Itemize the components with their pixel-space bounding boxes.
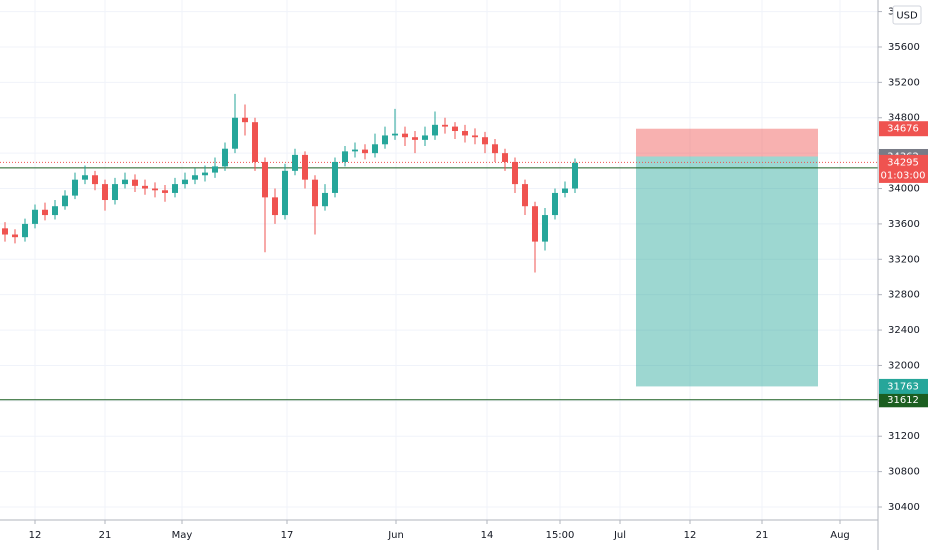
x-tick-label: 15:00: [546, 530, 575, 541]
candle-body: [282, 170, 288, 216]
target-zone: [636, 156, 818, 387]
candle-body: [562, 188, 568, 193]
candle-body: [372, 144, 378, 154]
candle-body: [122, 179, 128, 185]
stop-zone: [636, 128, 818, 157]
candle-body: [352, 149, 358, 152]
candle-body: [162, 190, 168, 193]
candle-body: [152, 188, 158, 191]
y-tick-label: 32000: [888, 360, 920, 371]
candle-body: [192, 175, 198, 180]
price-label: 31763: [887, 381, 919, 392]
candle-body: [252, 122, 258, 162]
candle-body: [382, 135, 388, 145]
price-label-box: [879, 121, 928, 137]
price-label: 34295: [887, 157, 919, 168]
candle-body: [432, 124, 438, 136]
x-tick-label: 17: [281, 530, 294, 541]
candle-body: [2, 228, 8, 235]
candle-body: [52, 206, 58, 216]
candle-body: [42, 209, 48, 216]
candle-body: [92, 175, 98, 185]
candle-body: [212, 166, 218, 173]
candle-body: [82, 175, 88, 180]
candle-body: [422, 135, 428, 140]
x-tick-label: May: [172, 530, 193, 541]
candle-body: [62, 195, 68, 207]
y-tick-label: 34800: [888, 113, 920, 124]
candle-body: [112, 184, 118, 201]
x-tick-label: 12: [684, 530, 697, 541]
candle-body: [22, 223, 28, 238]
candle-body: [242, 117, 248, 123]
x-tick-label: Aug: [830, 530, 850, 541]
candle-body: [542, 215, 548, 242]
candle-body: [302, 154, 308, 180]
candle-body: [142, 185, 148, 189]
candle-body: [12, 234, 18, 238]
candle-body: [492, 144, 498, 154]
x-tick-label: 14: [481, 530, 494, 541]
y-tick-label: 33200: [888, 254, 920, 265]
candle-body: [362, 149, 368, 154]
candle-body: [32, 209, 38, 224]
currency-box[interactable]: [892, 5, 922, 25]
y-tick-label: 35200: [888, 77, 920, 88]
candle-body: [532, 206, 538, 242]
candle-body: [522, 184, 528, 207]
candle-body: [232, 117, 238, 149]
candle-body: [312, 179, 318, 207]
y-tick-label: 30800: [888, 467, 920, 478]
x-tick-label: 21: [99, 530, 112, 541]
candle-body: [102, 184, 108, 201]
candle-body: [332, 161, 338, 193]
candle-body: [172, 184, 178, 193]
candle-body: [392, 133, 398, 136]
candle-body: [202, 172, 208, 176]
candle-body: [72, 179, 78, 196]
candle-body: [462, 131, 468, 136]
price-label-box: [879, 392, 928, 408]
candle-body: [482, 137, 488, 145]
currency-label[interactable]: USD: [896, 11, 918, 22]
candle-body: [512, 161, 518, 185]
y-tick-label: 35600: [888, 42, 920, 53]
candle-body: [182, 179, 188, 185]
y-tick-label: 32800: [888, 290, 920, 301]
y-tick-label: 33600: [888, 219, 920, 230]
candle-body: [342, 151, 348, 162]
y-tick-label: 30400: [888, 502, 920, 513]
price-label: 31612: [887, 395, 919, 406]
x-tick-label: Jul: [613, 530, 626, 541]
candle-body: [412, 137, 418, 140]
candle-body: [502, 153, 508, 162]
candle-body: [132, 179, 138, 186]
candle-body: [402, 133, 408, 138]
candle-body: [292, 154, 298, 171]
candle-body: [322, 192, 328, 207]
x-tick-label: Jun: [387, 530, 404, 541]
countdown-label: 01:03:00: [881, 170, 926, 181]
candle-body: [472, 135, 478, 138]
candle-body: [442, 124, 448, 127]
x-tick-label: 12: [29, 530, 42, 541]
price-label-box: [879, 154, 928, 183]
price-label: 34676: [887, 124, 919, 135]
candle-body: [572, 162, 578, 189]
y-tick-label: 34000: [888, 184, 920, 195]
candle-body: [262, 161, 268, 198]
candle-body: [222, 148, 228, 167]
price-label-box: [879, 378, 928, 394]
candle-body: [272, 197, 278, 216]
x-tick-label: 21: [756, 530, 769, 541]
y-tick-label: 32400: [888, 325, 920, 336]
candle-body: [452, 126, 458, 132]
candle-body: [552, 192, 558, 216]
y-tick-label: 31200: [888, 431, 920, 442]
